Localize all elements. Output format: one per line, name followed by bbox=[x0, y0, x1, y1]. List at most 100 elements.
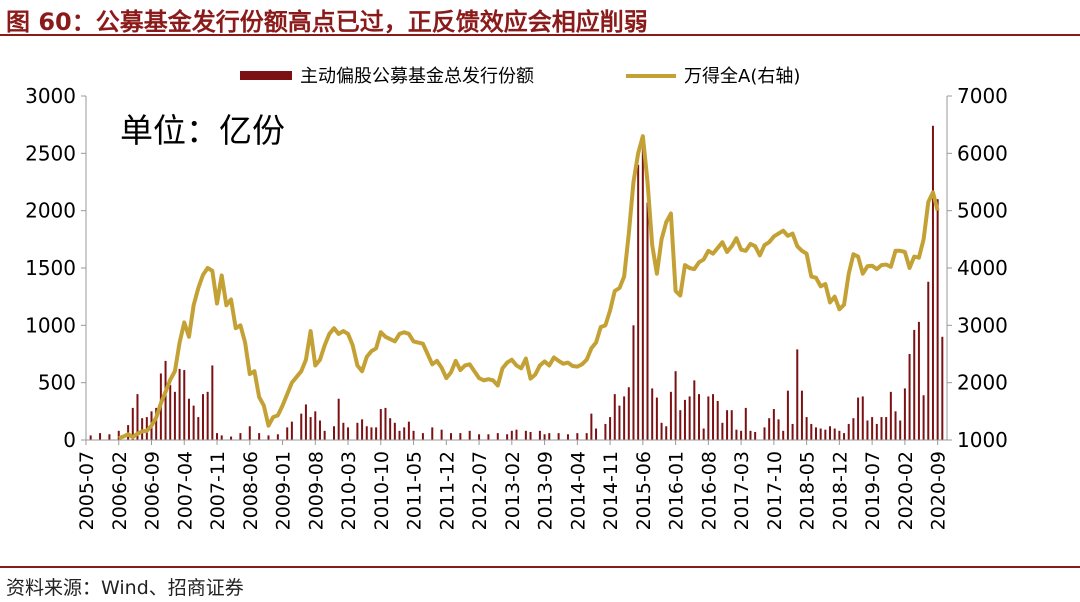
x-tick-label: 2017-10 bbox=[764, 451, 786, 530]
bar bbox=[931, 125, 934, 440]
bar bbox=[899, 420, 902, 440]
bar bbox=[819, 428, 822, 440]
left-tick-label: 1500 bbox=[25, 256, 76, 280]
left-tick-label: 3000 bbox=[25, 84, 76, 108]
bar bbox=[538, 430, 541, 440]
bar bbox=[108, 434, 111, 440]
bar bbox=[192, 405, 195, 440]
bar bbox=[665, 426, 668, 440]
bar bbox=[805, 417, 808, 440]
bar bbox=[697, 394, 700, 440]
bar bbox=[852, 418, 855, 440]
bar bbox=[440, 429, 443, 440]
bar bbox=[885, 417, 888, 440]
bar bbox=[496, 433, 499, 440]
bar bbox=[576, 433, 579, 440]
bar bbox=[211, 365, 214, 440]
bar bbox=[220, 435, 223, 440]
left-tick-label: 500 bbox=[38, 371, 76, 395]
bar bbox=[183, 370, 186, 440]
bar bbox=[117, 430, 120, 440]
bar bbox=[155, 407, 158, 440]
bar bbox=[403, 427, 406, 440]
bar bbox=[566, 434, 569, 440]
left-tick-label: 0 bbox=[63, 428, 76, 452]
right-tick-label: 2000 bbox=[957, 371, 1008, 395]
bar bbox=[449, 433, 452, 440]
bar bbox=[286, 427, 289, 440]
bar bbox=[173, 391, 176, 440]
bar bbox=[487, 434, 490, 440]
bar bbox=[903, 388, 906, 440]
x-tick-label: 2013-02 bbox=[502, 451, 524, 530]
bar bbox=[814, 427, 817, 440]
line-series bbox=[118, 134, 940, 441]
bar bbox=[510, 430, 513, 440]
bar bbox=[838, 430, 841, 440]
bar bbox=[347, 427, 350, 440]
x-tick-label: 2016-08 bbox=[698, 451, 720, 530]
bar bbox=[744, 407, 747, 440]
bar bbox=[651, 388, 654, 440]
bar bbox=[749, 430, 752, 440]
bar bbox=[908, 354, 911, 440]
legend-label-bar: 主动偏股公募基金总发行份额 bbox=[300, 66, 534, 87]
bar bbox=[318, 420, 321, 440]
bar bbox=[216, 433, 219, 440]
bar bbox=[393, 422, 396, 440]
bar bbox=[178, 368, 181, 440]
bar bbox=[230, 436, 233, 440]
bar bbox=[506, 434, 509, 440]
bar bbox=[889, 391, 892, 440]
bar bbox=[857, 397, 860, 440]
bar bbox=[197, 417, 200, 440]
bar bbox=[693, 380, 696, 440]
x-tick-label: 2007-04 bbox=[174, 451, 196, 530]
source-note: 资料来源：Wind、招商证券 bbox=[6, 577, 244, 599]
bar bbox=[323, 430, 326, 440]
bar bbox=[768, 418, 771, 440]
bar bbox=[623, 396, 626, 440]
bar bbox=[169, 384, 172, 440]
bar bbox=[674, 371, 677, 440]
bar bbox=[276, 434, 279, 440]
bar bbox=[917, 321, 920, 440]
bar bbox=[304, 404, 307, 440]
bar bbox=[356, 422, 359, 440]
x-tick-label: 2010-03 bbox=[338, 451, 360, 530]
bar bbox=[398, 430, 401, 440]
bar bbox=[389, 418, 392, 440]
left-tick-label: 1000 bbox=[25, 313, 76, 337]
bar bbox=[843, 433, 846, 440]
x-tick-label: 2014-11 bbox=[600, 451, 622, 530]
bar bbox=[333, 426, 336, 440]
x-tick-label: 2019-07 bbox=[862, 451, 884, 530]
bar bbox=[847, 423, 850, 440]
x-tick-label: 2006-09 bbox=[142, 451, 164, 530]
bar bbox=[239, 433, 242, 440]
bar bbox=[618, 405, 621, 440]
bar bbox=[201, 394, 204, 440]
bar bbox=[824, 429, 827, 440]
bar bbox=[726, 410, 729, 440]
bar bbox=[543, 434, 546, 440]
bar bbox=[927, 281, 930, 440]
bar bbox=[866, 420, 869, 440]
bar bbox=[370, 427, 373, 440]
bar bbox=[791, 423, 794, 440]
footer-rule bbox=[0, 566, 1080, 568]
bar bbox=[740, 430, 743, 440]
bar bbox=[880, 417, 883, 440]
x-tick-label: 2009-08 bbox=[305, 451, 327, 530]
x-tick-label: 2006-02 bbox=[109, 451, 131, 530]
bar bbox=[829, 426, 832, 440]
bar bbox=[861, 396, 864, 440]
x-tick-label: 2008-06 bbox=[240, 451, 262, 530]
bar bbox=[716, 401, 719, 440]
bar bbox=[871, 417, 874, 440]
bar bbox=[641, 137, 644, 440]
bar bbox=[712, 394, 715, 440]
bar bbox=[655, 397, 658, 440]
bar bbox=[337, 398, 340, 440]
